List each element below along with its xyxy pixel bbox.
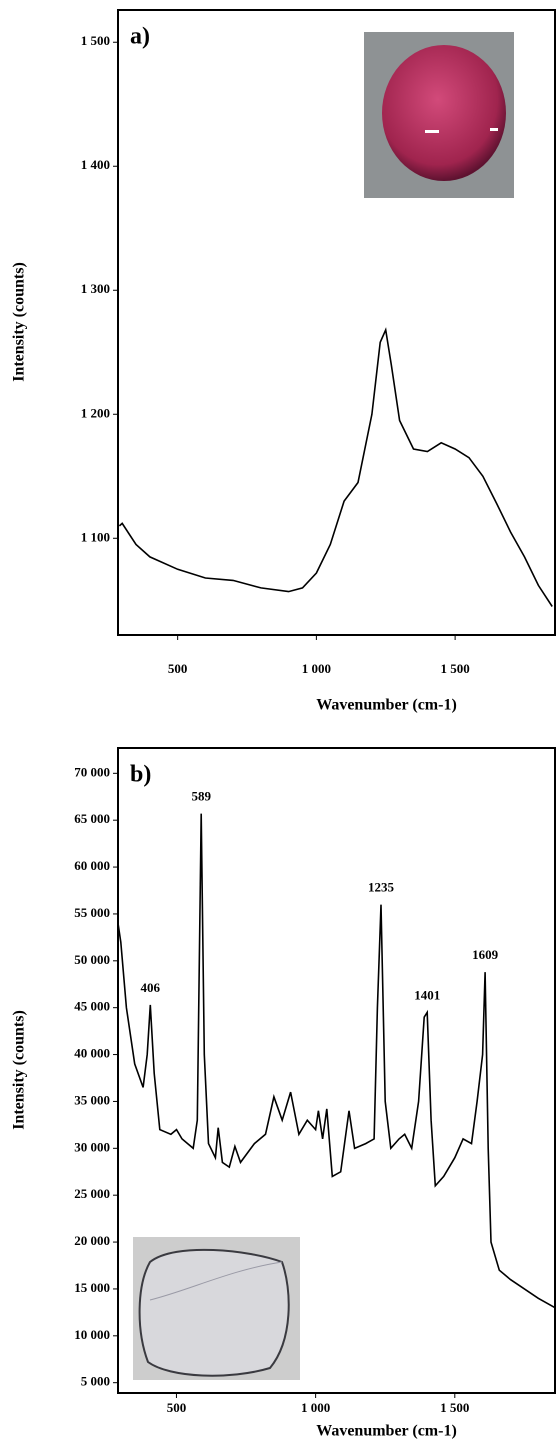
inset-photo-a	[364, 32, 514, 198]
y-tick-label: 20 000	[74, 1233, 110, 1248]
y-tick-label: 30 000	[74, 1139, 110, 1154]
peak-label: 1235	[368, 880, 395, 895]
y-tick-label: 25 000	[74, 1186, 110, 1201]
y-tick-label: 1 300	[81, 281, 110, 296]
spectrum-line	[117, 813, 556, 1309]
y-axis-title: Intensity (counts)	[11, 1010, 28, 1130]
y-tick-label: 40 000	[74, 1046, 110, 1061]
panel-0: 500 1 000 1 500 1 100 1 200 1 300 1 400 1 500 Wa…	[11, 9, 556, 714]
x-tick-label: 1 000	[302, 661, 331, 676]
peak-label: 1609	[472, 947, 499, 962]
panel-label: a)	[130, 24, 150, 50]
panel-label: b)	[130, 762, 151, 788]
x-tick-label: 500	[168, 661, 188, 676]
inset-photo-b	[133, 1237, 300, 1380]
y-tick-label: 1 100	[81, 529, 110, 544]
x-tick-label: 1 500	[440, 1400, 469, 1415]
y-tick-label: 70 000	[74, 764, 110, 779]
y-tick-label: 10 000	[74, 1327, 110, 1342]
y-tick-label: 35 000	[74, 1092, 110, 1107]
y-tick-label: 5 000	[81, 1374, 110, 1389]
x-tick-label: 500	[167, 1400, 187, 1415]
x-axis-title: Wavenumber (cm-1)	[316, 697, 457, 714]
panel-1: 500 1 000 1 500 5 000 10 000 15 000 20 000 25 0…	[11, 747, 556, 1440]
peak-label: 406	[141, 980, 161, 995]
x-tick-label: 1 000	[301, 1400, 330, 1415]
y-tick-label: 45 000	[74, 999, 110, 1014]
y-tick-label: 50 000	[74, 952, 110, 967]
y-tick-label: 1 500	[81, 33, 110, 48]
peak-label: 1401	[414, 987, 440, 1002]
y-axis-title: Intensity (counts)	[11, 262, 28, 382]
plot-frame	[117, 747, 556, 1394]
y-tick-label: 60 000	[74, 858, 110, 873]
y-tick-label: 1 200	[81, 405, 110, 420]
x-tick-label: 1 500	[440, 661, 469, 676]
spectrum-line	[118, 327, 553, 607]
peak-label: 589	[191, 789, 211, 804]
y-tick-label: 55 000	[74, 905, 110, 920]
y-tick-label: 65 000	[74, 811, 110, 826]
x-axis-title: Wavenumber (cm-1)	[316, 1423, 457, 1440]
y-tick-label: 15 000	[74, 1280, 110, 1295]
y-tick-label: 1 400	[81, 157, 110, 172]
plot-frame	[117, 9, 556, 636]
